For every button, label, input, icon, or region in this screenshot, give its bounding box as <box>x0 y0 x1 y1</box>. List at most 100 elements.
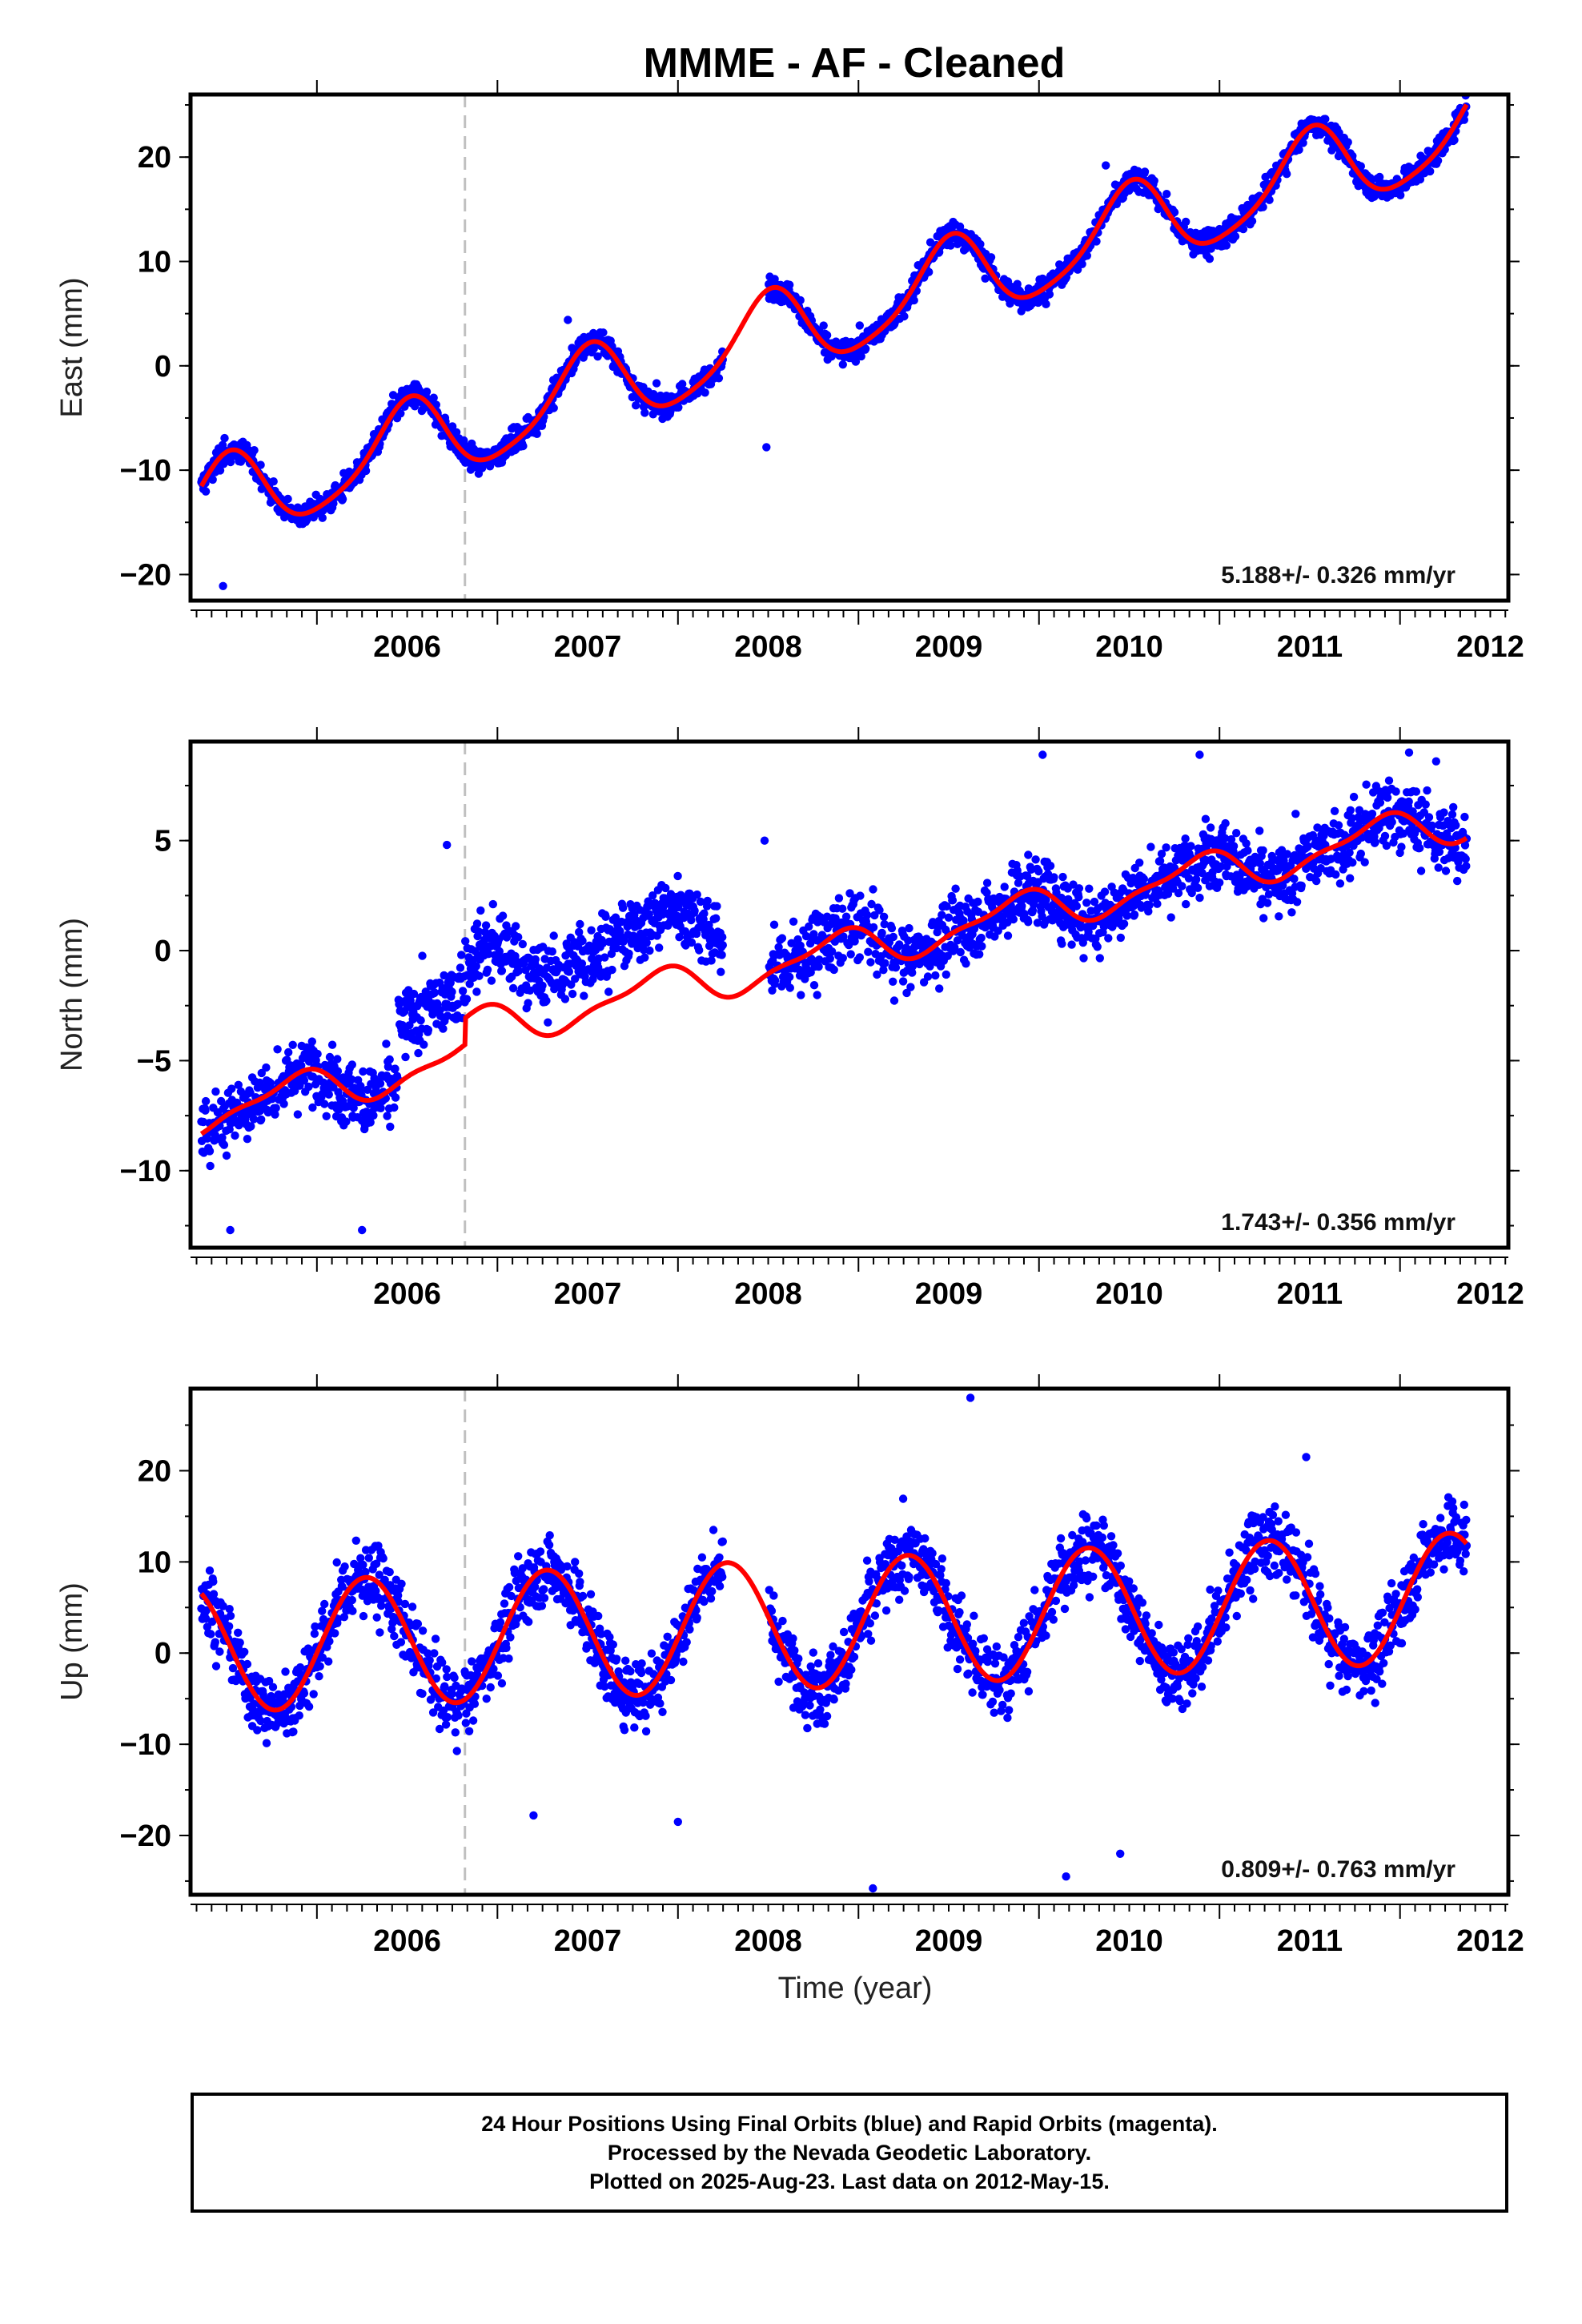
data-point <box>1263 899 1272 907</box>
data-point <box>224 1622 234 1631</box>
data-point <box>315 1672 323 1681</box>
data-point <box>701 388 709 397</box>
data-point <box>1174 889 1183 898</box>
data-point <box>1024 850 1033 859</box>
data-point <box>975 950 984 959</box>
data-point <box>889 996 899 1005</box>
data-point <box>359 1560 367 1570</box>
data-point <box>777 934 787 943</box>
data-point <box>768 986 777 995</box>
data-point <box>209 1590 219 1598</box>
data-point <box>1295 145 1303 155</box>
data-point <box>1426 167 1435 176</box>
y-axis-label: North (mm) <box>55 918 89 1072</box>
data-point <box>1182 899 1191 909</box>
data-point <box>451 1728 460 1737</box>
data-point <box>235 1638 244 1647</box>
data-point <box>333 1067 343 1076</box>
data-point <box>809 930 818 939</box>
chart-title: MMME - AF - Cleaned <box>644 40 1066 86</box>
data-point <box>297 1061 306 1070</box>
data-point <box>347 1595 356 1605</box>
data-point <box>867 899 876 909</box>
data-point <box>687 915 696 925</box>
data-point <box>959 916 968 925</box>
data-point <box>599 328 608 337</box>
data-point <box>448 422 457 431</box>
data-point <box>828 947 837 956</box>
data-point <box>351 1536 360 1546</box>
data-point <box>256 460 265 469</box>
data-point <box>678 380 687 388</box>
data-point <box>564 967 573 976</box>
data-point <box>717 967 725 976</box>
data-point <box>394 1598 403 1606</box>
data-point <box>1435 847 1444 857</box>
data-point <box>320 1599 329 1609</box>
data-point <box>1221 818 1230 828</box>
data-point <box>1146 842 1155 851</box>
data-point <box>1104 934 1113 943</box>
data-point <box>1129 902 1138 911</box>
data-point <box>246 1088 255 1097</box>
data-point <box>489 1664 498 1674</box>
data-point <box>598 939 607 948</box>
data-point <box>339 1613 349 1622</box>
data-point <box>661 883 670 893</box>
data-point <box>981 274 990 283</box>
data-point <box>1349 792 1359 802</box>
data-point <box>465 979 474 988</box>
data-point <box>718 933 727 942</box>
data-point <box>1162 843 1170 852</box>
data-point <box>1460 812 1469 822</box>
data-point <box>338 495 347 504</box>
data-point <box>760 836 769 845</box>
data-point <box>262 1739 271 1747</box>
panel-frame <box>188 739 1511 1250</box>
model-fit-line <box>199 810 1468 1136</box>
data-point <box>201 1106 210 1115</box>
data-point <box>497 967 507 975</box>
data-point <box>1139 875 1149 883</box>
data-point <box>283 494 292 504</box>
data-point <box>544 1018 552 1027</box>
data-point <box>315 1662 324 1671</box>
data-point <box>201 1614 211 1623</box>
data-point <box>295 1711 303 1720</box>
data-point <box>397 1579 406 1589</box>
data-point <box>331 1629 339 1638</box>
data-point <box>1461 854 1470 863</box>
data-point <box>374 1542 383 1550</box>
data-point <box>873 970 881 979</box>
data-point <box>1415 843 1424 853</box>
data-point <box>273 1045 282 1054</box>
data-point <box>431 1634 440 1643</box>
data-point <box>819 321 828 330</box>
data-point <box>1116 933 1126 943</box>
x-tick-label: 2006 <box>373 1277 441 1311</box>
data-point <box>504 1582 514 1592</box>
x-tick-label: 2007 <box>554 630 622 664</box>
data-point <box>487 976 496 985</box>
data-point <box>269 477 278 486</box>
panel-frame <box>188 92 1511 603</box>
y-tick-label: −10 <box>120 454 171 488</box>
data-point <box>376 1104 385 1113</box>
data-point <box>540 1585 548 1594</box>
data-point <box>805 922 813 931</box>
data-point <box>475 971 484 980</box>
data-point <box>400 1599 410 1609</box>
data-point <box>443 1672 452 1682</box>
data-point <box>822 331 832 340</box>
data-point <box>568 989 577 999</box>
data-point <box>430 1649 439 1658</box>
data-point <box>320 1100 329 1108</box>
data-point <box>1135 858 1144 867</box>
data-point <box>413 1619 423 1628</box>
panels: 2006 2007 2008 2009 2010 2011 2012−20−1001020E… <box>55 80 1524 1958</box>
data-point <box>220 433 229 443</box>
data-point <box>418 951 427 960</box>
data-point <box>1404 748 1414 757</box>
data-point <box>593 352 602 361</box>
data-point <box>519 441 528 451</box>
